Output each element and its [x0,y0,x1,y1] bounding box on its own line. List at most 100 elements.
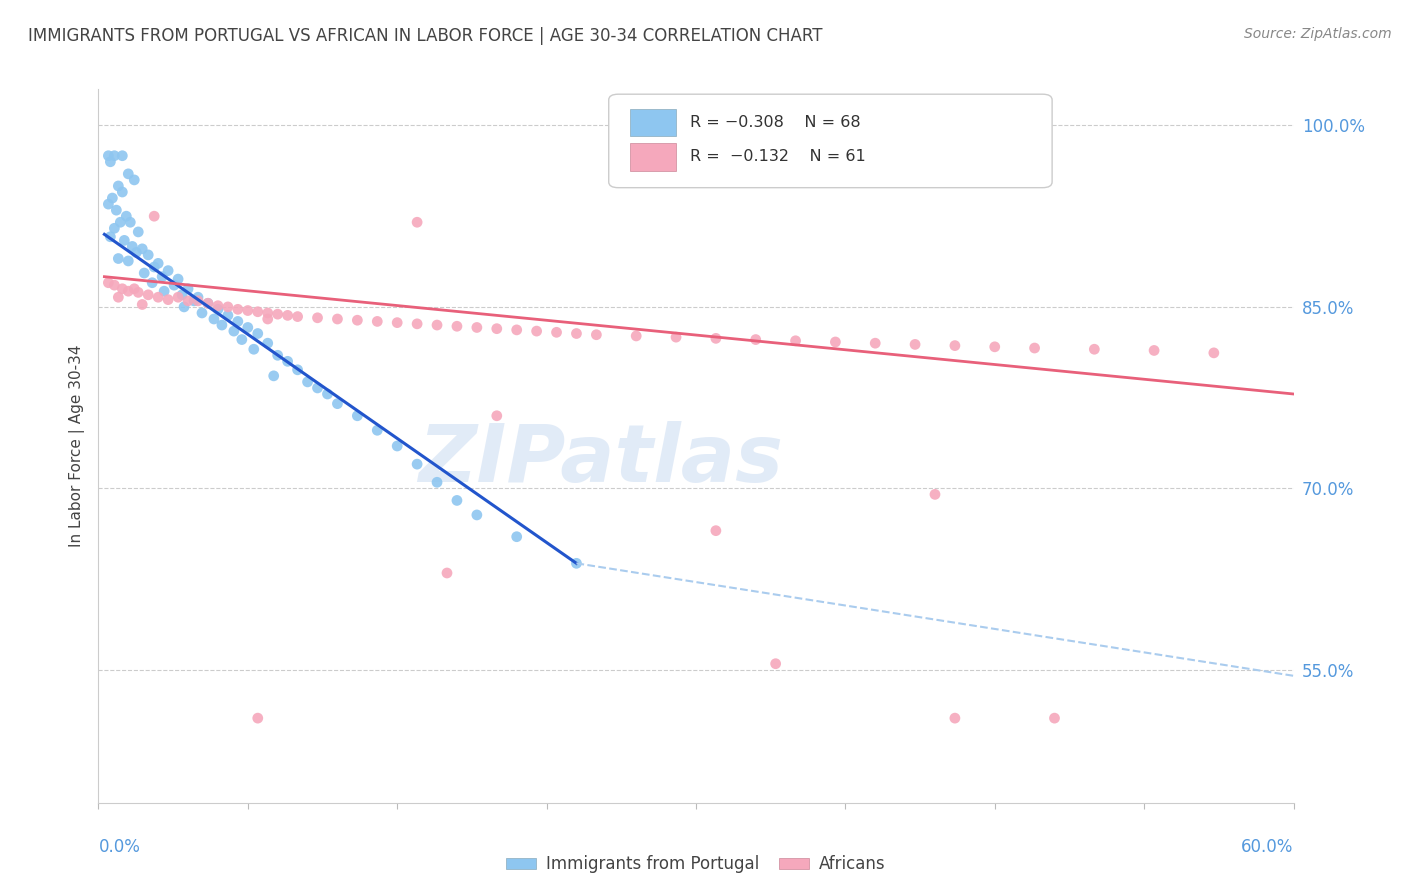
Point [98,229,122,244]
Point [177,282,200,296]
Point [211,318,233,332]
Point [485,321,508,335]
Point [97,197,120,211]
Point [143,209,166,223]
Point [157,293,180,307]
Point [98,154,122,169]
Point [307,310,329,325]
Point [231,333,253,347]
Point [506,530,529,544]
Point [326,312,349,326]
Point [565,326,588,341]
Point [131,242,153,256]
Text: ZIPatlas: ZIPatlas [418,421,783,500]
Point [316,387,339,401]
Point [1083,343,1105,357]
FancyBboxPatch shape [630,109,676,136]
Point [426,475,449,490]
Point [943,711,966,725]
Point [745,333,768,347]
Point [585,327,607,342]
Point [111,185,134,199]
Point [465,320,488,334]
Point [103,221,125,235]
FancyBboxPatch shape [630,144,676,170]
Point [197,296,219,310]
Point [346,409,368,423]
Point [217,300,239,314]
Point [546,326,568,340]
Point [824,334,846,349]
Text: R =  −0.132    N = 61: R = −0.132 N = 61 [690,150,866,164]
Point [924,487,946,501]
Y-axis label: In Labor Force | Age 30-34: In Labor Force | Age 30-34 [69,344,84,548]
Point [263,368,285,383]
Point [107,290,129,304]
Point [136,288,159,302]
Point [943,338,966,352]
Point [243,343,266,357]
Point [148,256,170,270]
Point [256,312,278,326]
Point [173,300,195,314]
Point [197,296,219,310]
Point [121,239,143,253]
Point [406,317,429,331]
Point [465,508,488,522]
Point [105,203,128,218]
Text: Source: ZipAtlas.com: Source: ZipAtlas.com [1244,27,1392,41]
Point [187,293,209,308]
Point [704,524,727,538]
Point [366,314,388,328]
Point [153,284,176,298]
Point [307,381,329,395]
FancyBboxPatch shape [609,95,1052,187]
Point [148,290,170,304]
Point [436,566,458,580]
Point [187,290,209,304]
Point [236,320,259,334]
Point [97,276,120,290]
Text: R = −0.308    N = 68: R = −0.308 N = 68 [690,115,860,130]
Point [326,397,349,411]
Point [226,314,249,328]
Point [246,711,269,725]
Point [984,340,1007,354]
Point [111,149,134,163]
Point [346,313,368,327]
Point [110,215,132,229]
Point [704,331,727,345]
Text: 60.0%: 60.0% [1241,838,1294,856]
Point [267,307,290,321]
Point [157,263,180,277]
Point [124,173,146,187]
Point [97,149,120,163]
Point [626,329,648,343]
Point [103,278,125,293]
Point [111,282,134,296]
Point [127,225,149,239]
Point [167,272,190,286]
Point [120,215,142,229]
Point [785,334,807,348]
Point [446,319,468,334]
Point [115,209,138,223]
Point [136,248,159,262]
Point [565,557,588,571]
Point [191,306,214,320]
Point [256,336,278,351]
Point [267,348,290,362]
Point [526,324,548,338]
Point [131,297,153,311]
Point [385,316,409,330]
Point [167,290,190,304]
Point [246,326,269,341]
Point [117,254,139,268]
Point [127,285,149,300]
Point [506,323,529,337]
Point [1143,343,1166,358]
Point [446,493,468,508]
Point [143,260,166,274]
Point [1043,711,1066,725]
Point [183,293,205,308]
